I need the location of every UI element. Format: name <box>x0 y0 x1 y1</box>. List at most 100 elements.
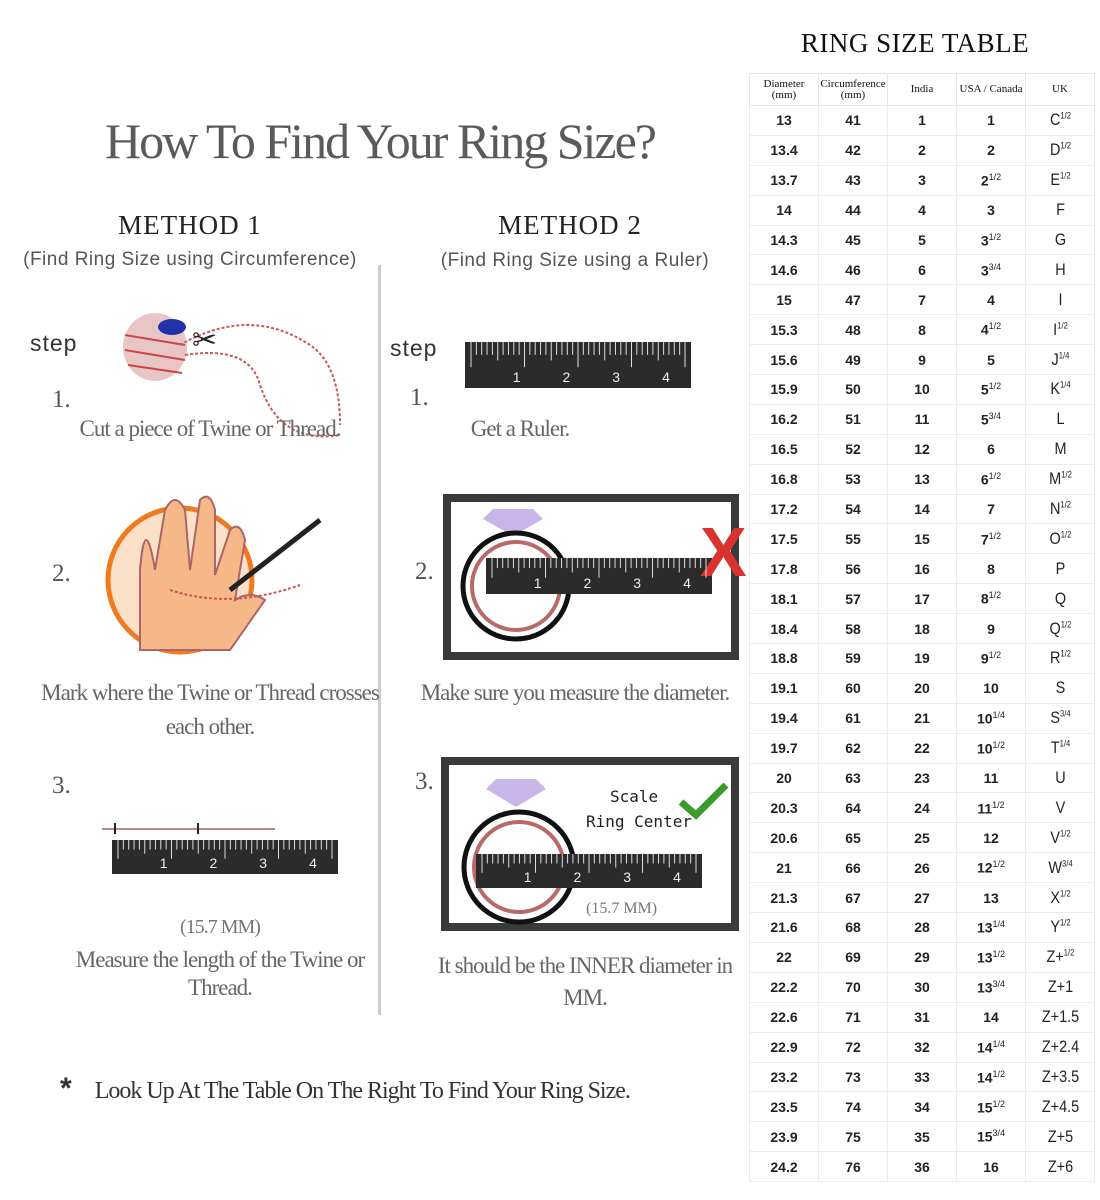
cell-india: 7 <box>887 284 957 316</box>
cell-fraction: 1/2 <box>992 949 1006 960</box>
ruler-label: 2 <box>563 369 571 385</box>
cell-diameter: 23.9 <box>749 1121 819 1153</box>
table-row: 22.2 70 30 133/4 Z+1 <box>749 971 1095 1003</box>
cell-india: 36 <box>887 1151 957 1183</box>
cell-fraction: 1/4 <box>992 1038 1006 1049</box>
cell-india: 17 <box>887 583 957 615</box>
ruler-label: 4 <box>662 369 670 385</box>
cell-circumference: 65 <box>818 822 888 854</box>
cell-diameter: 22.9 <box>749 1031 819 1063</box>
table-header-row: Diameter (mm) Circumference (mm) India U… <box>749 73 1095 106</box>
cell-value: G <box>1054 230 1066 249</box>
cell-usa: 5 <box>956 344 1026 376</box>
cell-diameter: 16.8 <box>749 463 819 495</box>
cell-fraction: 1/4 <box>992 709 1006 720</box>
cell-value: N <box>1049 499 1060 519</box>
cell-fraction: 1/2 <box>1060 469 1072 480</box>
table-row: 23.2 73 33 141/2 Z+3.5 <box>749 1061 1095 1093</box>
cell-diameter: 13.7 <box>749 164 819 196</box>
cell-india: 28 <box>887 912 957 943</box>
cell-uk: D1/2 <box>1030 134 1090 166</box>
table-row: 21 66 26 121/2 W3/4 <box>749 852 1095 884</box>
cell-uk: M <box>1030 433 1090 465</box>
ruler-label: 3 <box>633 575 641 591</box>
m2-scale-text: Scale <box>610 787 659 806</box>
table-row: 15.3 48 8 41/2 I1/2 <box>749 314 1095 346</box>
cell-diameter: 19.4 <box>749 702 819 734</box>
cell-value: 14 <box>976 1039 993 1056</box>
cell-uk: N1/2 <box>1030 493 1090 525</box>
cell-circumference: 42 <box>818 134 888 166</box>
cell-usa: 3 <box>956 194 1026 226</box>
cell-fraction: 3/4 <box>992 978 1006 989</box>
cell-value: 13 <box>976 919 993 936</box>
table-row: 19.7 62 22 101/2 T1/4 <box>749 732 1095 764</box>
divider <box>378 265 381 1015</box>
cell-value: Q <box>1049 618 1061 638</box>
table-row: 18.8 59 19 91/2 R1/2 <box>749 643 1095 674</box>
cell-value: 10 <box>983 680 999 697</box>
cell-circumference: 44 <box>818 194 888 226</box>
cell-fraction: 1/2 <box>988 231 1002 242</box>
cell-value: 9 <box>987 620 995 637</box>
table-row: 23.9 75 35 153/4 Z+5 <box>749 1121 1095 1153</box>
cell-usa: 16 <box>956 1151 1026 1183</box>
cell-value: C <box>1049 110 1060 130</box>
cell-fraction: 1/2 <box>1060 529 1071 540</box>
cell-usa: 111/2 <box>956 792 1026 824</box>
cell-india: 15 <box>887 523 957 555</box>
cell-diameter: 19.7 <box>749 732 819 764</box>
cell-circumference: 64 <box>818 792 888 824</box>
m2-step2-number: 2. <box>415 558 434 585</box>
table-row: 13.7 43 3 21/2 E1/2 <box>749 164 1095 196</box>
ruler-label: 1 <box>513 369 521 385</box>
cell-uk: F <box>1030 194 1090 226</box>
cell-circumference: 46 <box>818 254 888 286</box>
cell-diameter: 15.9 <box>749 374 819 405</box>
cell-uk: Z+1/2 <box>1030 941 1090 973</box>
cell-circumference: 70 <box>818 971 888 1003</box>
cell-usa: 133/4 <box>956 971 1026 1003</box>
m1-step2-number: 2. <box>52 560 71 587</box>
cell-uk: O1/2 <box>1030 523 1090 555</box>
cell-diameter: 14.6 <box>749 254 819 286</box>
table-row: 21.6 68 28 131/4 Y1/2 <box>749 912 1095 943</box>
m1-step2-caption: Mark where the Twine or Thread crosses e… <box>41 680 380 739</box>
cell-fraction: 3/4 <box>1061 858 1073 869</box>
cell-value: 10 <box>976 740 993 757</box>
m2-step2-caption: Make sure you measure the diameter. <box>420 680 731 705</box>
svg-text:✂: ✂ <box>192 324 217 357</box>
correct-measure-diagram: 1 2 3 4 <box>441 757 739 931</box>
cell-india: 31 <box>887 1001 957 1033</box>
cell-circumference: 56 <box>818 553 888 585</box>
cell-value: Z+ <box>1046 947 1064 967</box>
m2-step3-caption: It should be the INNER diameter in MM. <box>437 953 733 1010</box>
cell-diameter: 20.6 <box>749 822 819 854</box>
table-row: 16.8 53 13 61/2 M1/2 <box>749 463 1095 495</box>
cell-india: 22 <box>887 732 957 764</box>
cell-diameter: 13 <box>749 105 819 136</box>
cell-fraction: 1/2 <box>992 739 1006 750</box>
table-row: 17.2 54 14 7 N1/2 <box>749 493 1095 525</box>
cell-diameter: 24.2 <box>749 1151 819 1183</box>
method1-subtitle: (Find Ring Size using Circumference) <box>23 249 357 270</box>
twine-spool-scissors-icon: ✂ <box>123 313 341 438</box>
cell-india: 11 <box>887 403 957 435</box>
cell-usa: 14 <box>956 1001 1026 1033</box>
cell-usa: 151/2 <box>956 1091 1026 1123</box>
cell-value: 14 <box>983 1009 999 1026</box>
cell-value: D <box>1049 140 1060 160</box>
cell-circumference: 57 <box>818 583 888 615</box>
cell-circumference: 41 <box>818 105 888 136</box>
cell-uk: C1/2 <box>1030 105 1090 136</box>
cell-circumference: 61 <box>818 702 888 734</box>
cell-value: Z+1.5 <box>1041 1007 1079 1027</box>
cell-india: 13 <box>887 463 957 495</box>
cell-diameter: 23.5 <box>749 1091 819 1123</box>
cell-usa: 51/2 <box>956 374 1026 405</box>
cell-india: 32 <box>887 1031 957 1063</box>
cell-value: P <box>1055 558 1065 578</box>
cell-uk: L <box>1030 403 1090 435</box>
cell-fraction: 1/2 <box>1059 887 1071 898</box>
cell-usa: 101/4 <box>956 702 1026 734</box>
